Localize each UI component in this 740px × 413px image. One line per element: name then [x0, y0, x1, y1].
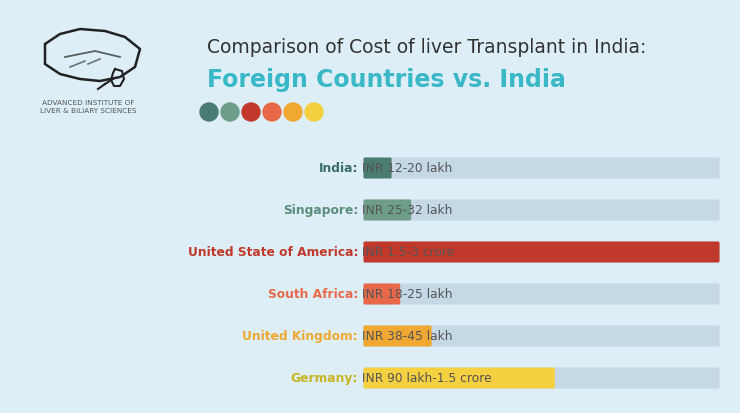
FancyBboxPatch shape — [363, 284, 400, 305]
Text: South Africa:: South Africa: — [268, 288, 358, 301]
Circle shape — [263, 104, 281, 122]
Circle shape — [242, 104, 260, 122]
FancyBboxPatch shape — [363, 200, 411, 221]
Text: INR 25-32 lakh: INR 25-32 lakh — [358, 204, 452, 217]
Text: Singapore:: Singapore: — [283, 204, 358, 217]
Text: United State of America:: United State of America: — [187, 246, 358, 259]
Text: INR 1.5-3 crore: INR 1.5-3 crore — [358, 246, 454, 259]
Text: Foreign Countries vs. India: Foreign Countries vs. India — [207, 68, 566, 92]
FancyBboxPatch shape — [363, 326, 431, 347]
FancyBboxPatch shape — [363, 368, 555, 389]
FancyBboxPatch shape — [363, 200, 719, 221]
FancyBboxPatch shape — [363, 158, 391, 179]
FancyBboxPatch shape — [363, 368, 719, 389]
FancyBboxPatch shape — [363, 158, 719, 179]
Text: United Kingdom:: United Kingdom: — [243, 330, 358, 343]
Text: India:: India: — [318, 162, 358, 175]
Text: INR 90 lakh-1.5 crore: INR 90 lakh-1.5 crore — [358, 372, 491, 385]
Text: INR 38-45 lakh: INR 38-45 lakh — [358, 330, 452, 343]
FancyBboxPatch shape — [363, 242, 719, 263]
Circle shape — [305, 104, 323, 122]
Text: ADVANCED INSTITUTE OF
LIVER & BILIARY SCIENCES: ADVANCED INSTITUTE OF LIVER & BILIARY SC… — [40, 100, 136, 114]
FancyBboxPatch shape — [363, 284, 719, 305]
Text: INR 18-25 lakh: INR 18-25 lakh — [358, 288, 452, 301]
Text: INR 12-20 lakh: INR 12-20 lakh — [358, 162, 452, 175]
FancyBboxPatch shape — [363, 326, 719, 347]
Text: Germany:: Germany: — [291, 372, 358, 385]
Text: Comparison of Cost of liver Transplant in India:: Comparison of Cost of liver Transplant i… — [207, 38, 646, 57]
Circle shape — [284, 104, 302, 122]
Circle shape — [221, 104, 239, 122]
Circle shape — [200, 104, 218, 122]
FancyBboxPatch shape — [363, 242, 719, 263]
